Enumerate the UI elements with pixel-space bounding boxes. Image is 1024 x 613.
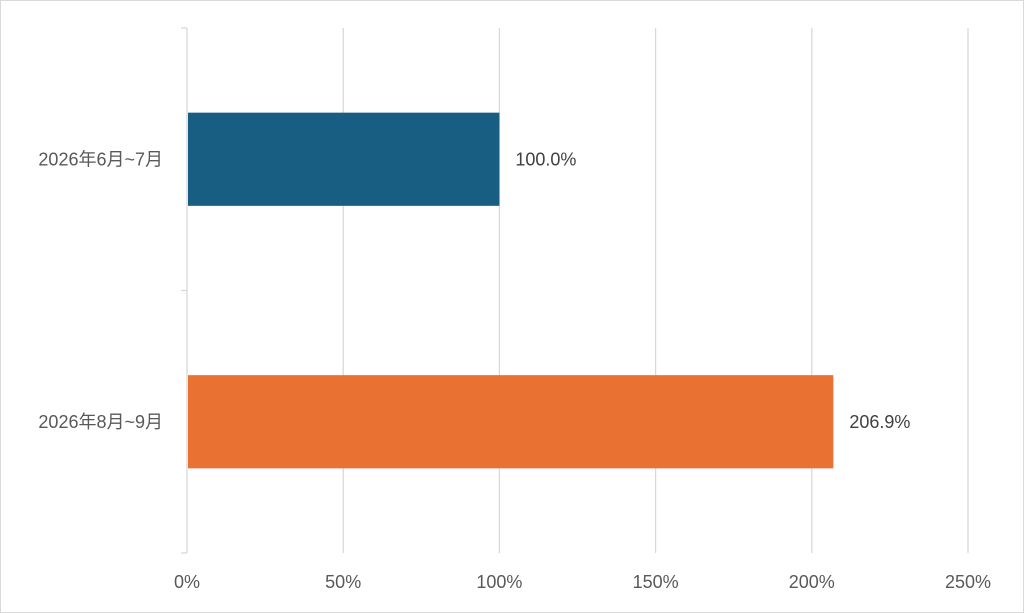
labels: 0% 50% 100% 150% 200% 250% 2026年6月~7月 100.0% 202… [38,149,991,592]
x-tick-label: 0% [174,572,200,592]
bar [188,375,834,469]
bars [188,112,834,469]
gridlines [342,28,969,553]
x-tick-label: 250% [945,572,991,592]
x-tick-label: 100% [476,572,522,592]
x-tick-label: 50% [325,572,361,592]
bar [188,112,500,206]
data-label: 100.0% [515,149,576,169]
x-tick-label: 150% [633,572,679,592]
category-label: 2026年6月~7月 [38,149,163,169]
category-label: 2026年8月~9月 [38,412,163,432]
category-axis [181,27,188,554]
data-label: 206.9% [849,412,910,432]
x-tick-label: 200% [789,572,835,592]
